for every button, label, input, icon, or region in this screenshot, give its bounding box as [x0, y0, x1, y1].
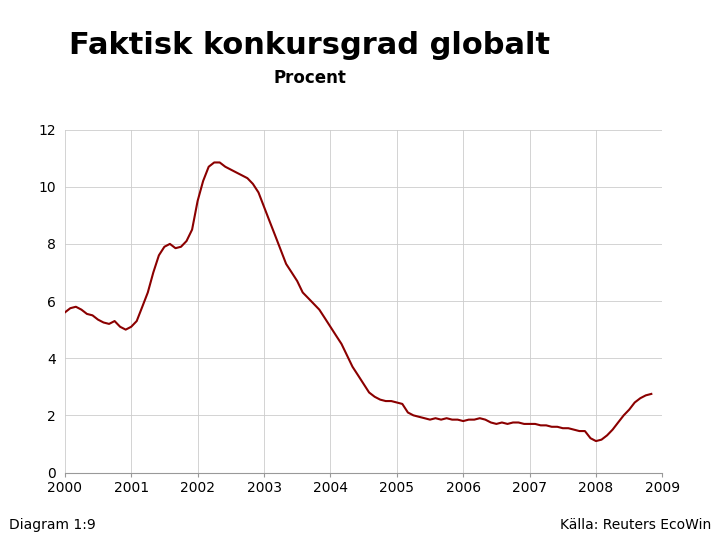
Text: Källa: Reuters EcoWin: Källa: Reuters EcoWin	[560, 518, 711, 532]
Text: ✿✿✿
✿⊙✿
✿✿✿: ✿✿✿ ✿⊙✿ ✿✿✿	[643, 31, 664, 61]
Text: Diagram 1:9: Diagram 1:9	[9, 518, 95, 532]
Text: Procent: Procent	[273, 69, 346, 87]
Text: Faktisk konkursgrad globalt: Faktisk konkursgrad globalt	[69, 31, 550, 60]
Text: SVERIGES
RIKSBANK: SVERIGES RIKSBANK	[631, 90, 675, 110]
